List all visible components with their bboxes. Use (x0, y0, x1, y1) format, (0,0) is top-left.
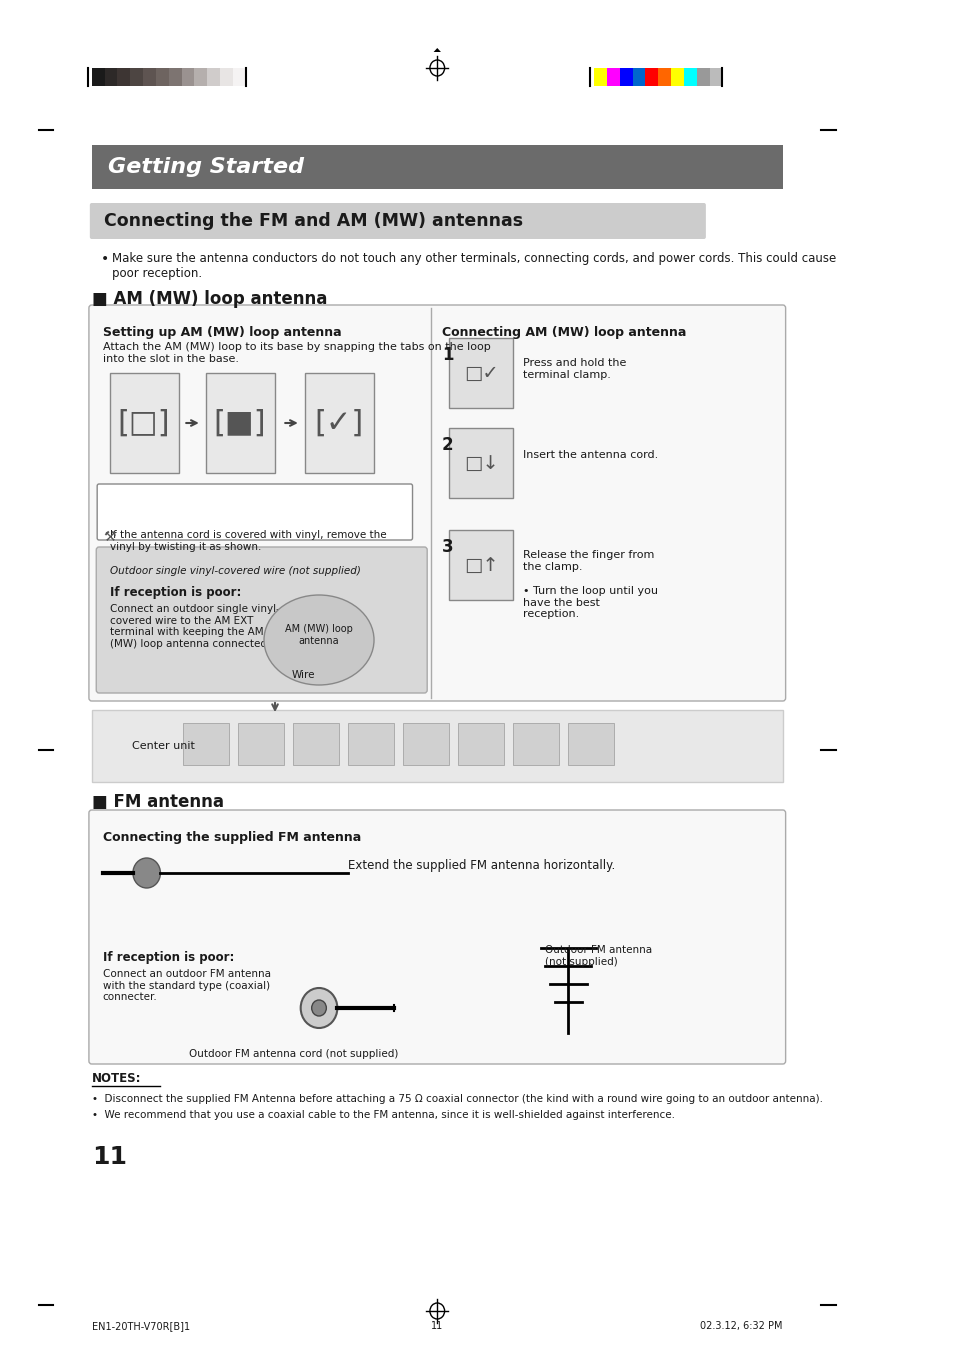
Text: Connect an outdoor single vinyl-
covered wire to the AM EXT
terminal with keepin: Connect an outdoor single vinyl- covered… (110, 604, 279, 649)
Text: [■]: [■] (213, 408, 266, 438)
Text: Extend the supplied FM antenna horizontally.: Extend the supplied FM antenna horizonta… (348, 859, 615, 872)
Text: Connecting AM (MW) loop antenna: Connecting AM (MW) loop antenna (441, 326, 685, 339)
Text: Setting up AM (MW) loop antenna: Setting up AM (MW) loop antenna (103, 326, 341, 339)
Text: If the antenna cord is covered with vinyl, remove the
vinyl by twisting it as sh: If the antenna cord is covered with viny… (110, 530, 386, 552)
Bar (91, 68, 105, 87)
Text: Insert the antenna cord.: Insert the antenna cord. (522, 450, 657, 460)
Bar (117, 68, 130, 87)
Text: AM (MW) loop
antenna: AM (MW) loop antenna (285, 625, 353, 646)
Polygon shape (434, 49, 440, 51)
Bar (130, 68, 143, 87)
FancyBboxPatch shape (90, 203, 705, 239)
Bar (568, 723, 614, 765)
Text: 11: 11 (431, 1321, 443, 1330)
Circle shape (312, 1000, 326, 1015)
Text: •: • (101, 251, 109, 266)
Bar (619, 68, 632, 87)
Bar (194, 68, 207, 87)
Text: 1: 1 (441, 346, 453, 364)
Circle shape (132, 859, 160, 888)
Text: [✓]: [✓] (314, 408, 363, 438)
Bar (91, 710, 782, 781)
Bar (606, 68, 619, 87)
Text: □✓: □✓ (463, 364, 498, 383)
Bar (220, 68, 233, 87)
Text: □↑: □↑ (463, 556, 498, 575)
Bar (233, 68, 246, 87)
Bar (91, 206, 703, 237)
Bar (91, 145, 782, 189)
Text: Release the finger from
the clamp.: Release the finger from the clamp. (522, 550, 653, 572)
Bar (594, 68, 606, 87)
Bar (513, 723, 558, 765)
Bar (709, 68, 721, 87)
Bar (683, 68, 696, 87)
Bar (305, 373, 374, 473)
Text: If reception is poor:: If reception is poor: (103, 950, 233, 964)
Text: Outdoor FM antenna
(not supplied): Outdoor FM antenna (not supplied) (545, 945, 652, 967)
Bar (206, 373, 274, 473)
Text: EN1-20TH-V70R[B]1: EN1-20TH-V70R[B]1 (91, 1321, 190, 1330)
Bar (181, 68, 194, 87)
Bar (449, 530, 513, 600)
Bar (457, 723, 504, 765)
Bar (403, 723, 449, 765)
Bar (155, 68, 169, 87)
Text: Press and hold the
terminal clamp.: Press and hold the terminal clamp. (522, 358, 625, 380)
Bar (143, 68, 155, 87)
Text: If reception is poor:: If reception is poor: (110, 585, 241, 599)
Text: Getting Started: Getting Started (108, 157, 304, 177)
Text: Center unit: Center unit (132, 741, 194, 750)
Bar (293, 723, 339, 765)
Circle shape (300, 988, 337, 1028)
Bar (644, 68, 658, 87)
FancyBboxPatch shape (89, 306, 785, 700)
Text: ⚒: ⚒ (104, 530, 116, 544)
Text: •  Disconnect the supplied FM Antenna before attaching a 75 Ω coaxial connector : • Disconnect the supplied FM Antenna bef… (91, 1094, 821, 1105)
Text: Outdoor FM antenna cord (not supplied): Outdoor FM antenna cord (not supplied) (189, 1049, 397, 1059)
Text: Make sure the antenna conductors do not touch any other terminals, connecting co: Make sure the antenna conductors do not … (112, 251, 835, 280)
Text: Connecting the FM and AM (MW) antennas: Connecting the FM and AM (MW) antennas (104, 212, 522, 230)
Ellipse shape (264, 595, 374, 685)
Bar (449, 429, 513, 498)
FancyBboxPatch shape (89, 810, 785, 1064)
Text: •  We recommend that you use a coaxial cable to the FM antenna, since it is well: • We recommend that you use a coaxial ca… (91, 1110, 674, 1119)
Text: [□]: [□] (117, 408, 170, 438)
Text: Wire: Wire (292, 671, 314, 680)
Bar (183, 723, 229, 765)
Text: 11: 11 (91, 1145, 127, 1169)
Text: 3: 3 (441, 538, 453, 556)
Text: Attach the AM (MW) loop to its base by snapping the tabs on the loop
into the sl: Attach the AM (MW) loop to its base by s… (103, 342, 490, 364)
Bar (348, 723, 394, 765)
Text: ■ AM (MW) loop antenna: ■ AM (MW) loop antenna (91, 289, 327, 308)
Text: 2: 2 (441, 435, 453, 454)
Text: NOTES:: NOTES: (91, 1072, 141, 1086)
FancyBboxPatch shape (97, 484, 412, 539)
Text: Outdoor single vinyl-covered wire (not supplied): Outdoor single vinyl-covered wire (not s… (110, 566, 360, 576)
Bar (658, 68, 670, 87)
Bar (207, 68, 220, 87)
Bar (670, 68, 683, 87)
Bar (105, 68, 117, 87)
Text: 02.3.12, 6:32 PM: 02.3.12, 6:32 PM (700, 1321, 782, 1330)
Text: □↓: □↓ (463, 453, 498, 472)
Bar (238, 723, 284, 765)
FancyBboxPatch shape (96, 548, 427, 694)
Bar (696, 68, 709, 87)
Bar (110, 373, 178, 473)
Text: • Turn the loop until you
have the best
reception.: • Turn the loop until you have the best … (522, 585, 657, 619)
Bar (169, 68, 181, 87)
Bar (632, 68, 644, 87)
Text: Connect an outdoor FM antenna
with the standard type (coaxial)
connecter.: Connect an outdoor FM antenna with the s… (103, 969, 271, 1002)
Bar (449, 338, 513, 408)
Text: ■ FM antenna: ■ FM antenna (91, 794, 223, 811)
Text: Connecting the supplied FM antenna: Connecting the supplied FM antenna (103, 831, 360, 844)
